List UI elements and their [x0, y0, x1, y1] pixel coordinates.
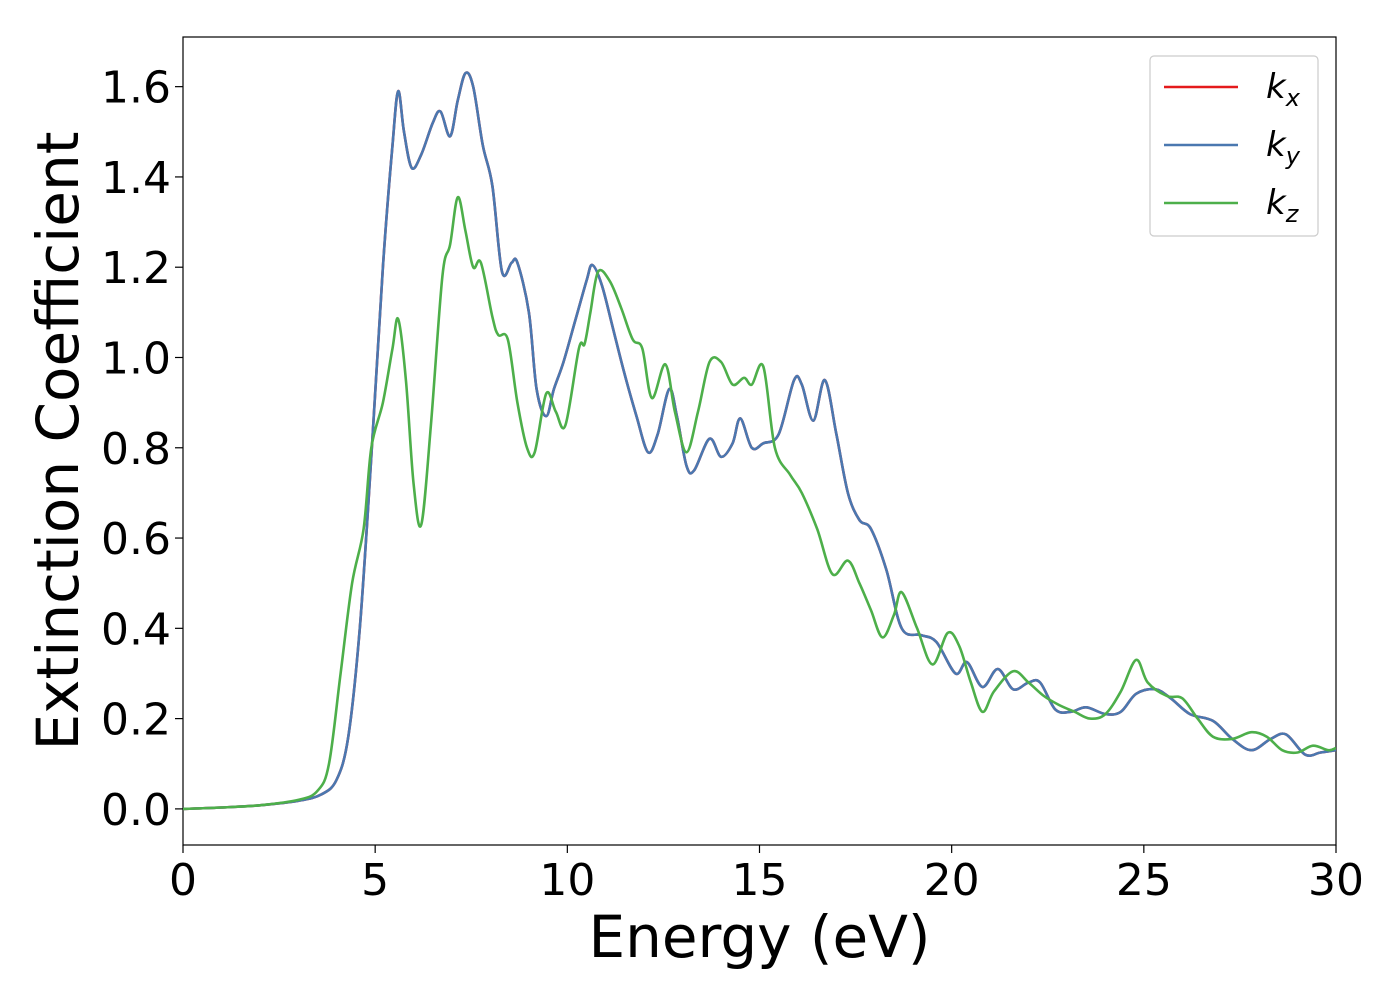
x-tick-label: 5 — [361, 855, 389, 906]
y-axis-title: Extinction Coefficient — [24, 132, 92, 751]
y-tick-label: 1.6 — [101, 63, 171, 114]
x-tick-label: 0 — [169, 855, 197, 906]
x-axis-title: Energy (eV) — [588, 903, 930, 971]
x-axis-ticks: 0 5 10 15 20 25 30 — [169, 845, 1364, 906]
x-tick-label: 30 — [1308, 855, 1364, 906]
legend: kx ky kz — [1149, 55, 1319, 237]
y-tick-label: 0.0 — [101, 785, 171, 836]
x-tick-label: 15 — [732, 855, 788, 906]
series-line-k-z — [183, 195, 1336, 811]
x-tick-label: 25 — [1116, 855, 1172, 906]
y-tick-label: 0.6 — [101, 514, 171, 565]
x-tick-label: 10 — [539, 855, 595, 906]
y-tick-label: 1.0 — [101, 333, 171, 384]
series-lines — [183, 71, 1336, 811]
y-axis-ticks: 0.0 0.2 0.4 0.6 0.8 1.0 1.2 1.4 1.6 — [101, 63, 183, 836]
legend-label-y: ky — [1266, 125, 1301, 170]
legend-label-x: kx — [1266, 67, 1301, 112]
y-tick-label: 0.8 — [101, 424, 171, 475]
y-tick-label: 1.2 — [101, 243, 171, 294]
y-tick-label: 1.4 — [101, 153, 171, 204]
legend-label-z: kz — [1266, 183, 1300, 228]
y-tick-label: 0.2 — [101, 695, 171, 746]
x-tick-label: 20 — [924, 855, 980, 906]
y-tick-label: 0.4 — [101, 604, 171, 655]
